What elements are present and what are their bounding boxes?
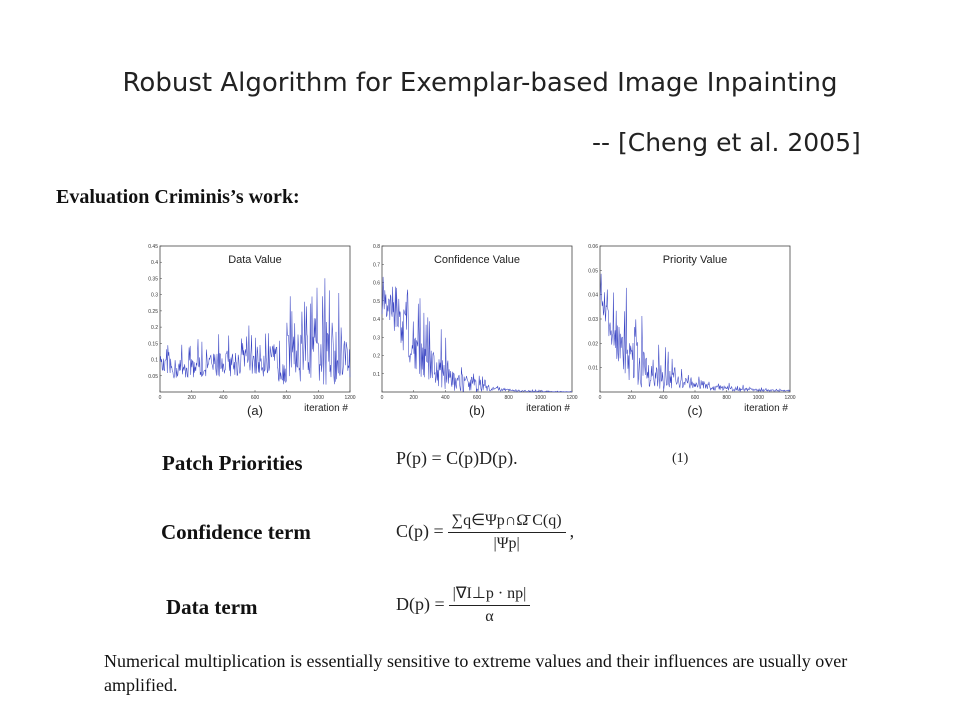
plot-frame [381,245,573,393]
series-line [159,278,351,385]
confidence-equation-lhs: C(p) = [396,521,444,541]
citation: -- [Cheng et al. 2005] [592,128,861,157]
confidence-equation-tail: , [569,521,575,541]
y-tick-label: 0.2 [151,325,158,331]
priority-value-plot: 0 200 400 600 800 1000 1200 0.01 0.02 0.03 0.04 0.0… [588,244,796,418]
plot-frame [599,245,791,393]
x-tick-label: 0 [599,395,602,401]
y-tick-label: 0.1 [373,372,380,378]
confidence-numerator: ∑q∈Ψp∩Ω̄ C(q) [447,510,566,533]
y-tick-label: 0.05 [588,268,598,274]
y-tick-label: 0.04 [588,293,598,299]
plot-title: Confidence Value [434,254,520,266]
confidence-fraction: ∑q∈Ψp∩Ω̄ C(q) |Ψp| [447,510,566,553]
x-tick-label: 600 [473,395,482,401]
confidence-denominator: |Ψp| [493,535,520,552]
data-fraction: |∇I⊥p · np| α [448,583,531,626]
y-tick-label: 0.7 [373,262,380,268]
x-axis-label: iteration # [304,403,348,414]
y-tick-label: 0.6 [373,281,380,287]
confidence-equation: C(p) = ∑q∈Ψp∩Ω̄ C(q) |Ψp| , [396,510,574,553]
x-tick-label: 400 [219,395,228,401]
x-tick-label: 0 [381,395,384,401]
x-tick-label: 600 [691,395,700,401]
plot-title: Priority Value [663,254,728,266]
data-numerator: |∇I⊥p · np| [448,583,531,606]
y-tick-label: 0.45 [148,244,158,250]
data-value-plot: 0 200 400 600 800 1000 1200 0.05 0.1 0.15 0.2 0.25 0… [148,244,356,418]
data-equation: D(p) = |∇I⊥p · np| α [396,583,534,626]
plot-caption: (a) [247,403,263,418]
footnote-text: Numerical multiplication is essentially … [104,651,848,695]
data-term-label: Data term [166,595,258,619]
plot-caption: (b) [469,403,485,418]
x-axis-label: iteration # [526,403,570,414]
x-axis-label: iteration # [744,403,788,414]
x-tick-label: 800 [504,395,513,401]
priority-equation-text: P(p) = C(p)D(p). [396,448,518,468]
y-tick-label: 0.25 [148,309,158,315]
x-tick-label: 400 [441,395,450,401]
y-tick-label: 0.2 [373,354,380,360]
x-tick-label: 200 [409,395,418,401]
y-tick-label: 0.01 [588,366,598,372]
x-tick-label: 200 [187,395,196,401]
x-tick-label: 1200 [566,395,577,401]
plot-caption: (c) [687,403,702,418]
y-tick-label: 0.03 [588,317,598,323]
slide-title: Robust Algorithm for Exemplar-based Imag… [122,68,838,98]
y-tick-label: 0.3 [373,335,380,341]
y-tick-label: 0.3 [151,293,158,299]
y-tick-label: 0.1 [151,358,158,364]
y-tick-label: 0.02 [588,341,598,347]
confidence-term-label: Confidence term [161,520,311,544]
x-tick-label: 1200 [784,395,795,401]
y-tick-label: 0.4 [151,260,158,266]
confidence-value-plot: 0 200 400 600 800 1000 1200 0.1 0.2 0.3 0.4 0.5 0.6 0… [373,244,578,418]
y-tick-label: 0.8 [373,244,380,250]
y-tick-label: 0.35 [148,276,158,282]
y-tick-label: 0.05 [148,374,158,380]
x-tick-label: 1000 [535,395,546,401]
x-tick-label: 800 [282,395,291,401]
series-line [599,273,791,393]
equation-number: (1) [672,451,689,466]
priority-equation: P(p) = C(p)D(p). [396,448,518,469]
patch-priorities-label: Patch Priorities [162,451,303,475]
y-tick-label: 0.4 [373,317,380,323]
y-tick-label: 0.06 [588,244,598,250]
x-tick-label: 400 [659,395,668,401]
x-tick-label: 800 [722,395,731,401]
data-equation-lhs: D(p) = [396,594,445,614]
x-tick-label: 1000 [313,395,324,401]
y-tick-label: 0.15 [148,341,158,347]
section-heading: Evaluation Criminis’s work: [56,186,300,208]
x-tick-label: 600 [251,395,260,401]
x-tick-label: 0 [159,395,162,401]
plot-title: Data Value [228,254,282,266]
series-line [381,276,573,393]
x-tick-label: 1000 [753,395,764,401]
data-denominator: α [485,608,494,625]
y-tick-label: 0.5 [373,299,380,305]
x-tick-label: 200 [627,395,636,401]
x-tick-label: 1200 [344,395,355,401]
